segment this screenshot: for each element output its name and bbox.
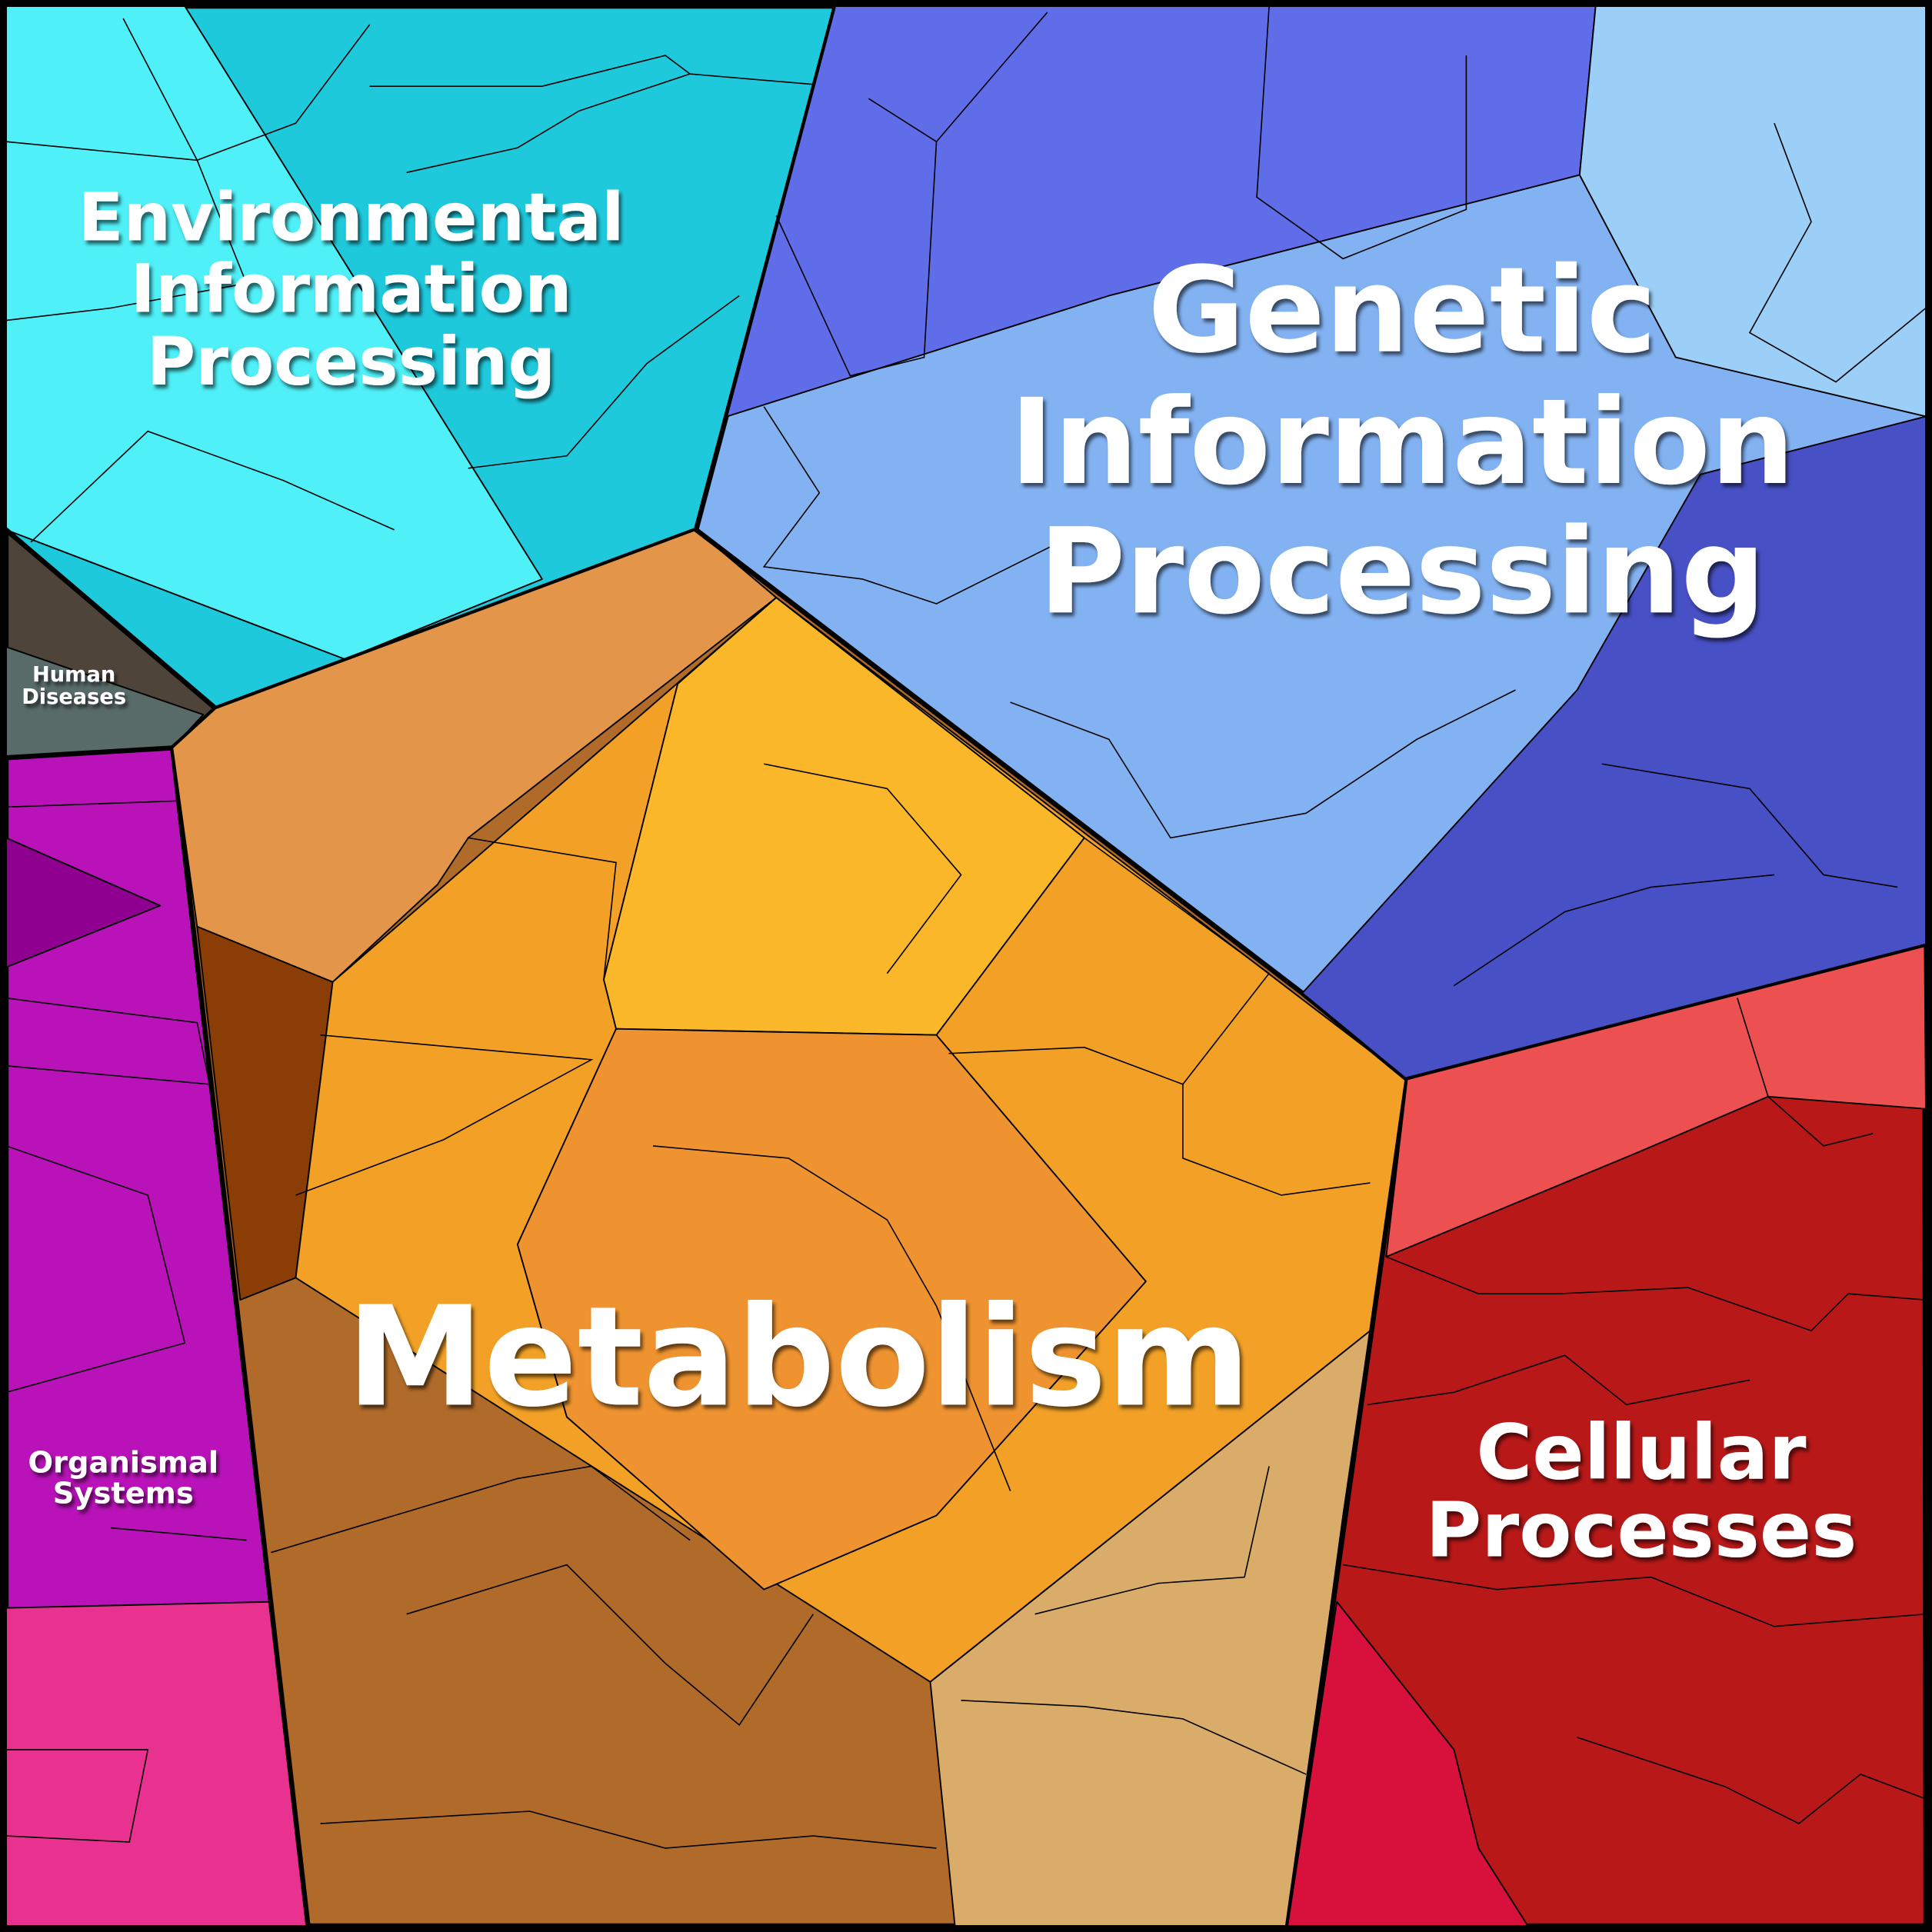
cell-line — [122, 18, 371, 162]
cell-line — [5, 1145, 186, 1394]
cell-line — [369, 55, 836, 87]
cell-line — [5, 800, 179, 808]
cell-line — [111, 1527, 247, 1541]
cell-line — [1453, 874, 1775, 987]
cell-line — [1034, 1466, 1270, 1615]
label-line: Processes — [1425, 1486, 1857, 1574]
cell-line — [468, 837, 617, 980]
cell-line — [1737, 998, 1874, 1147]
region-label: Environmental Information Processing — [78, 179, 625, 400]
label-line: Processing — [1039, 503, 1766, 641]
region-label: Genetic Information Processing — [1010, 242, 1794, 641]
label-line: Information — [1010, 374, 1794, 511]
label-line: Diseases — [22, 685, 126, 709]
label-line: Cellular — [1476, 1408, 1806, 1497]
cell-line — [406, 1564, 814, 1727]
cell-line — [1601, 763, 1898, 888]
cell-line — [1182, 1084, 1371, 1196]
cell-line — [5, 1749, 149, 1843]
cell-line — [1385, 1256, 1927, 1332]
cell-line — [1343, 1564, 1927, 1627]
cell-line — [762, 406, 1085, 605]
subregion — [5, 1601, 309, 1927]
cell-line — [1577, 1737, 1927, 1824]
cell-line — [5, 141, 248, 321]
cell-line — [1367, 1354, 1750, 1406]
cell-line — [1748, 122, 1927, 383]
region-label: Human Diseases — [22, 663, 126, 709]
cell-line — [468, 295, 740, 469]
cell-line — [271, 1465, 691, 1554]
label-line: Human — [32, 663, 115, 687]
cell-line — [30, 430, 395, 543]
subregion — [1287, 1601, 1529, 1927]
label-line: Organismal — [28, 1445, 218, 1480]
label-line: Systems — [53, 1476, 194, 1511]
label-line: Environmental — [78, 179, 625, 256]
cell-line — [961, 1700, 1307, 1775]
label-line: Processing — [147, 324, 556, 401]
cell-line — [653, 1145, 1011, 1491]
region-label: Cellular Processes — [1425, 1408, 1857, 1574]
cell-line — [1256, 5, 1467, 260]
cell-line — [295, 1034, 594, 1196]
label-line: Information — [131, 251, 572, 328]
region-label: Metabolism — [346, 1277, 1250, 1437]
label-line: Genetic — [1148, 242, 1657, 380]
cell-line — [764, 763, 962, 974]
region-label: Organismal Systems — [28, 1445, 218, 1511]
subregion — [516, 1028, 1147, 1591]
cell-line — [5, 997, 211, 1085]
cell-line — [320, 1810, 937, 1849]
cell-line — [1010, 689, 1516, 839]
label-line: Metabolism — [346, 1277, 1250, 1437]
cell-line — [775, 142, 938, 377]
cell-line — [406, 73, 691, 174]
